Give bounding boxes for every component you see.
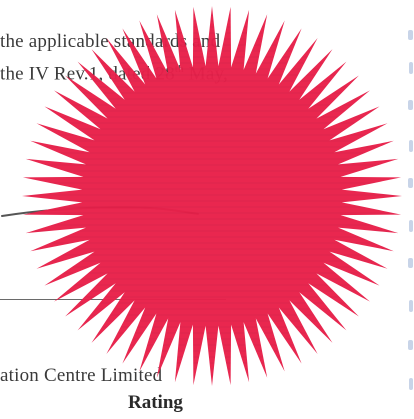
rating-heading: Rating — [128, 392, 183, 413]
signature-mark — [1, 206, 199, 217]
revision-tail: May, — [183, 63, 228, 85]
revision-text-line: the IV Rev.1, dated 28th May, — [0, 58, 228, 85]
standards-text: the applicable standards and — [0, 31, 221, 52]
organization-text: ation Centre Limited — [0, 365, 163, 386]
standards-text-line: the applicable standards and — [0, 31, 220, 53]
signature-line — [0, 299, 226, 300]
page-edge-marks — [400, 0, 414, 414]
revision-text: the IV Rev.1, dated 28 — [0, 63, 175, 85]
organization-text-line: ation Centre Limited — [0, 365, 162, 387]
ordinal-suffix: th — [174, 63, 184, 75]
